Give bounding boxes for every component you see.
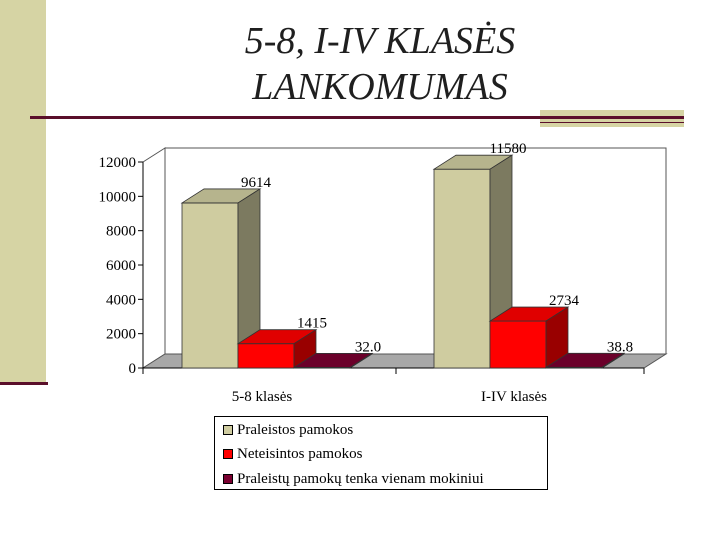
data-label-3-1: 32.0	[355, 339, 381, 355]
title-line-1: 5-8, I-IV KLASĖS	[244, 20, 516, 62]
x-category-label-1: 5-8 klasės	[232, 389, 293, 405]
bar-2-2	[489, 320, 547, 369]
legend-swatch-3	[223, 474, 233, 484]
chart-legend: Praleistos pamokos Neteisintos pamokos P…	[214, 416, 548, 490]
legend-label-2: Neteisintos pamokos	[237, 445, 363, 462]
data-label-2-2: 2734	[549, 293, 580, 309]
bar-side-3-2	[601, 352, 625, 369]
data-label-3-2: 38.8	[607, 339, 633, 355]
legend-label-1: Praleistos pamokos	[237, 421, 354, 438]
legend-swatch-2	[223, 449, 233, 459]
title-rule-thin	[540, 122, 684, 123]
y-tick-label-2: 4000	[106, 292, 136, 308]
y-tick-label-3: 6000	[106, 258, 136, 274]
x-category-label-2: I-IV klasės	[481, 389, 547, 405]
chart-side-wall	[142, 147, 166, 369]
title-rule-overlay	[540, 116, 684, 119]
slide-title: 5-8, I-IV KLASĖS LANKOMUMAS	[150, 18, 610, 110]
bar-1-2	[433, 168, 491, 369]
left-accent-band	[0, 0, 46, 384]
data-label-1-1: 9614	[241, 175, 272, 191]
y-tick-label-6: 12000	[99, 155, 137, 171]
y-tick-label-1: 2000	[106, 327, 136, 343]
left-accent-line	[0, 382, 48, 385]
legend-item-3: Praleistų pamokų tenka vienam mokiniui	[223, 469, 484, 489]
legend-label-3: Praleistų pamokų tenka vienam mokiniui	[237, 470, 484, 487]
data-label-1-2: 11580	[490, 141, 527, 157]
y-tick-label-0: 0	[129, 361, 137, 377]
title-line-2: LANKOMUMAS	[252, 66, 508, 108]
y-tick-label-4: 8000	[106, 224, 136, 240]
data-label-2-1: 1415	[297, 316, 327, 332]
bar-2-1	[237, 343, 295, 369]
legend-swatch-1	[223, 425, 233, 435]
bar-side-3-1	[349, 352, 373, 369]
y-tick-label-5: 10000	[99, 189, 137, 205]
legend-item-2: Neteisintos pamokos	[223, 444, 362, 464]
bar-1-1	[181, 202, 239, 369]
legend-item-1: Praleistos pamokos	[223, 420, 353, 440]
title-rule	[30, 116, 684, 119]
